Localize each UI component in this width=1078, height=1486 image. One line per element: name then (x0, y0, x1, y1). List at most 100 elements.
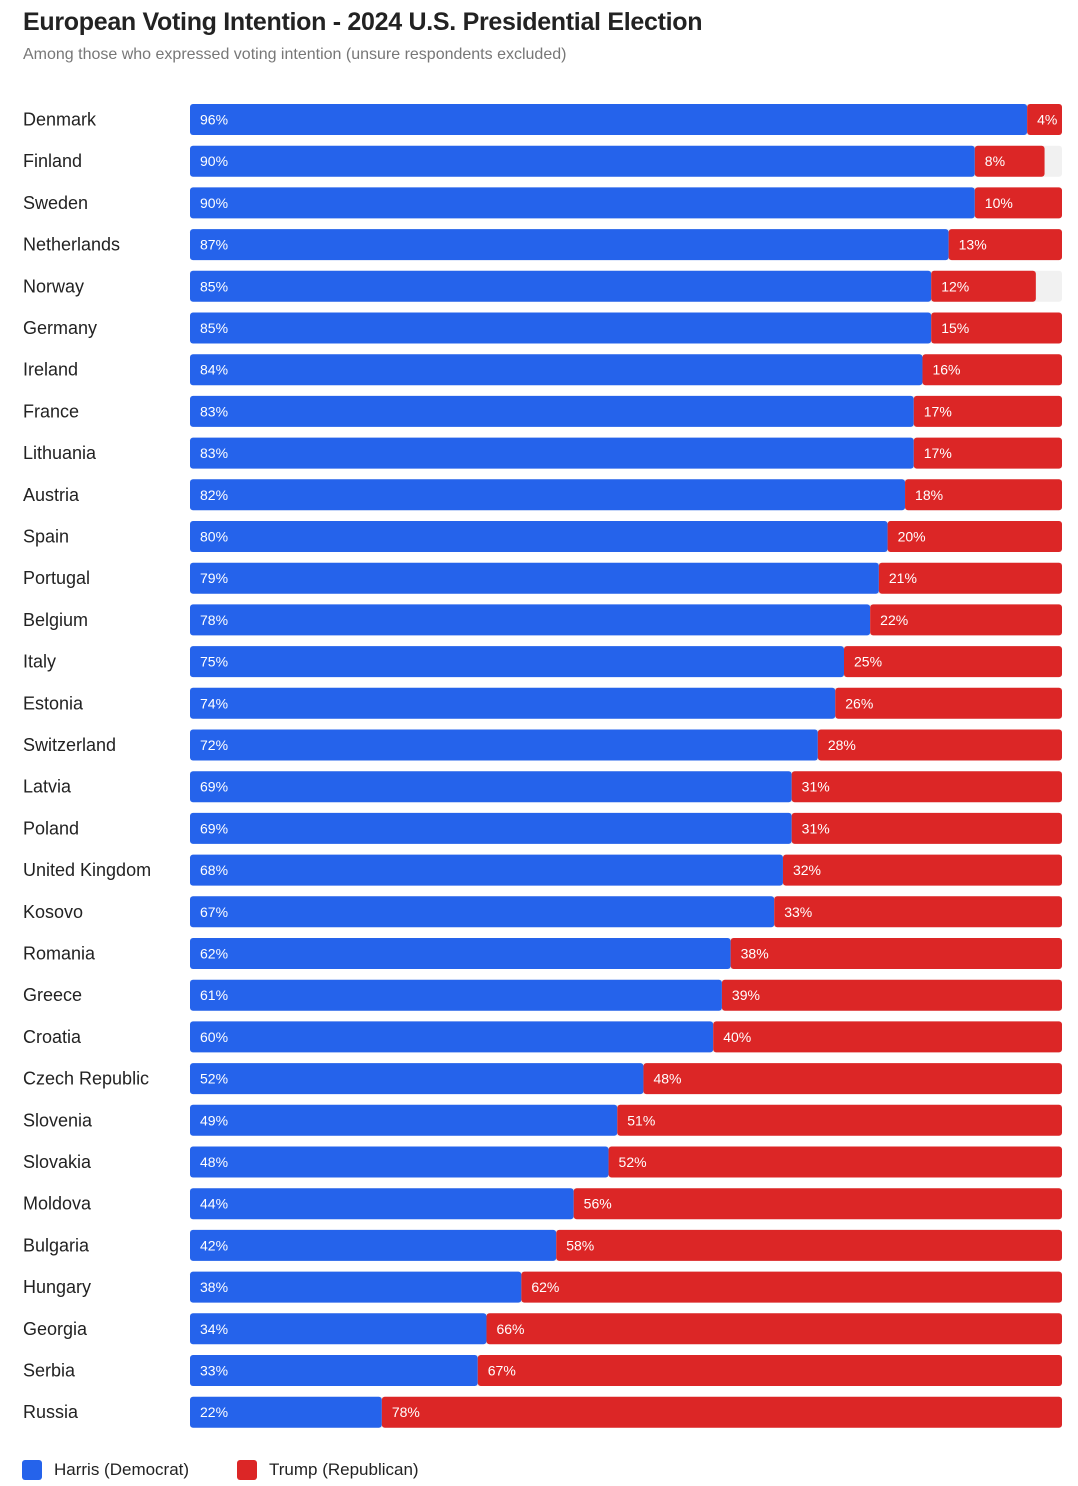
data-label-trump: 32% (793, 862, 821, 878)
data-label-harris: 62% (200, 946, 228, 962)
data-label-harris: 90% (200, 153, 228, 169)
data-label-harris: 61% (200, 987, 228, 1003)
category-label: Bulgaria (23, 1235, 90, 1255)
data-label-harris: 79% (200, 570, 228, 586)
bar-harris (190, 729, 818, 761)
category-label: Spain (23, 527, 69, 547)
category-label: Norway (23, 276, 84, 296)
bar-harris (190, 1104, 618, 1136)
data-label-harris: 72% (200, 737, 228, 753)
bar-trump (486, 1313, 1063, 1345)
bar-trump (791, 771, 1062, 803)
bar-trump (913, 437, 1062, 469)
data-label-trump: 67% (488, 1363, 516, 1379)
chart-subtitle: Among those who expressed voting intenti… (23, 46, 567, 63)
bar-harris (190, 1063, 644, 1095)
bar-harris (190, 354, 923, 386)
data-label-trump: 58% (566, 1237, 594, 1253)
data-label-trump: 10% (985, 195, 1013, 211)
category-label: Kosovo (23, 902, 83, 922)
bar-trump (643, 1063, 1062, 1095)
data-label-trump: 40% (723, 1029, 751, 1045)
legend-swatch-trump (237, 1460, 257, 1480)
bar-trump (713, 1021, 1062, 1053)
category-label: Russia (23, 1402, 79, 1422)
data-label-harris: 67% (200, 904, 228, 920)
category-label: United Kingdom (23, 860, 151, 880)
data-label-harris: 90% (200, 195, 228, 211)
category-label: Slovenia (23, 1110, 93, 1130)
category-label: Sweden (23, 193, 88, 213)
data-label-trump: 62% (531, 1279, 559, 1295)
category-label: Czech Republic (23, 1069, 149, 1089)
bar-harris (190, 521, 888, 552)
bar-harris (190, 312, 932, 344)
data-label-harris: 38% (200, 1279, 228, 1295)
category-label: Belgium (23, 610, 88, 630)
data-label-harris: 75% (200, 654, 228, 670)
bar-harris (190, 979, 722, 1011)
data-label-trump: 21% (889, 570, 917, 586)
category-label: France (23, 401, 79, 421)
data-label-harris: 44% (200, 1196, 228, 1212)
bar-harris (190, 1271, 522, 1303)
bar-harris (190, 187, 975, 219)
data-label-harris: 48% (200, 1154, 228, 1170)
data-label-trump: 52% (619, 1154, 647, 1170)
data-label-trump: 15% (941, 320, 969, 336)
bar-trump (835, 687, 1062, 719)
category-label: Greece (23, 985, 82, 1005)
category-label: Germany (23, 318, 97, 338)
category-label: Portugal (23, 568, 90, 588)
data-label-trump: 33% (784, 904, 812, 920)
bar-trump (974, 187, 1062, 219)
category-label: Croatia (23, 1027, 82, 1047)
legend-item-harris: Harris (Democrat) (22, 1460, 189, 1480)
bar-harris (190, 1313, 487, 1345)
bar-trump (931, 270, 1036, 302)
data-label-trump: 38% (741, 946, 769, 962)
bar-trump (922, 354, 1062, 386)
bar-harris (190, 562, 879, 594)
bar-harris (190, 771, 792, 803)
bar-harris (190, 938, 731, 969)
category-label: Austria (23, 485, 80, 505)
bar-trump (556, 1229, 1062, 1261)
bar-trump (573, 1188, 1062, 1220)
bar-trump (774, 896, 1062, 928)
data-label-trump: 48% (653, 1071, 681, 1087)
bar-harris (190, 687, 836, 719)
bar-trump (782, 854, 1062, 886)
bar-harris (190, 896, 775, 928)
category-label: Estonia (23, 693, 84, 713)
data-label-trump: 39% (732, 987, 760, 1003)
bar-harris (190, 145, 975, 177)
category-label: Denmark (23, 110, 97, 130)
bar-harris (190, 229, 949, 261)
data-label-trump: 78% (392, 1404, 420, 1420)
bar-trump (1027, 104, 1062, 135)
bar-trump (913, 395, 1062, 427)
data-label-harris: 34% (200, 1321, 228, 1337)
bar-harris (190, 395, 914, 427)
data-label-harris: 68% (200, 862, 228, 878)
data-label-harris: 96% (200, 112, 228, 128)
data-label-harris: 69% (200, 779, 228, 795)
data-label-harris: 33% (200, 1363, 228, 1379)
data-label-trump: 4% (1037, 112, 1057, 128)
bar-trump (730, 938, 1062, 969)
bar-harris (190, 1188, 574, 1220)
data-label-trump: 22% (880, 612, 908, 628)
data-label-trump: 51% (627, 1112, 655, 1128)
bar-trump (381, 1396, 1063, 1428)
bar-trump (878, 562, 1062, 594)
data-label-trump: 25% (854, 654, 882, 670)
bar-harris (190, 1355, 478, 1386)
bar-harris (190, 479, 906, 511)
category-label: Hungary (23, 1277, 91, 1297)
data-label-trump: 18% (915, 487, 943, 503)
data-label-harris: 69% (200, 820, 228, 836)
data-label-trump: 13% (959, 237, 987, 253)
category-label: Poland (23, 818, 79, 838)
